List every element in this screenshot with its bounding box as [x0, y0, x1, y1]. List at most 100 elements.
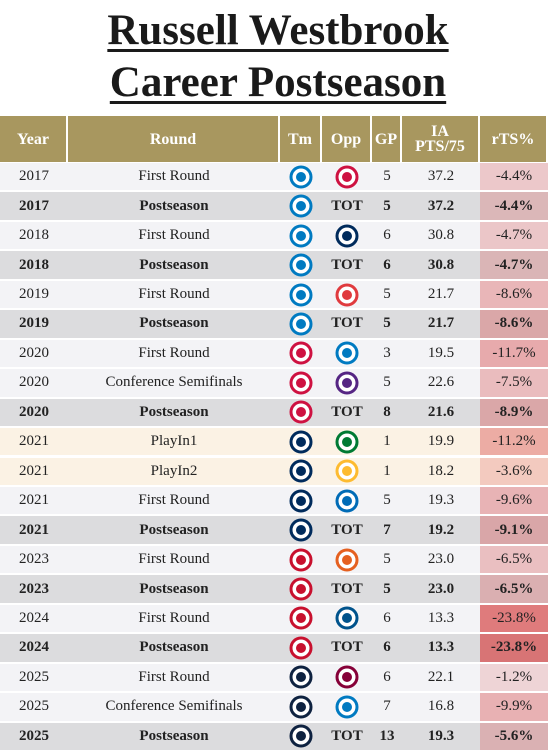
table-cell: First Round [138, 551, 210, 568]
opponent-logo [335, 695, 359, 719]
table-row [0, 398, 548, 429]
table-cell: -9.1% [480, 516, 548, 544]
table-cell: 2021 [19, 462, 49, 479]
table-cell: 5 [383, 374, 391, 391]
table-cell: Postseason [139, 315, 209, 332]
column-header: Year [0, 116, 68, 162]
table-cell: -3.6% [480, 457, 548, 485]
table-cell: 5 [383, 551, 391, 568]
table-cell: 7 [383, 521, 391, 538]
column-header: Round [68, 116, 280, 162]
table-cell: TOT [331, 521, 363, 538]
team-logo [289, 577, 313, 601]
table-cell: First Round [138, 668, 210, 685]
table-cell: 5 [383, 197, 391, 214]
table-cell: 5 [383, 315, 391, 332]
table-cell: -4.4% [480, 163, 548, 191]
table-row [0, 428, 548, 458]
table-cell: Postseason [139, 639, 209, 656]
table-row [0, 251, 548, 281]
title-text: Russell Westbrook [107, 7, 449, 54]
table-row [0, 163, 548, 193]
team-logo [289, 459, 313, 483]
opponent-logo [335, 224, 359, 248]
table-cell: 19.5 [427, 344, 455, 361]
table-row [0, 604, 548, 635]
team-logo [289, 312, 313, 336]
title-text: Career Postseason [109, 59, 447, 106]
table-cell: -11.2% [480, 428, 548, 456]
table-cell: Postseason [139, 580, 209, 597]
team-logo [289, 636, 313, 660]
opponent-logo [335, 283, 359, 307]
table-cell: 30.8 [427, 256, 455, 273]
table-cell: 22.1 [427, 668, 455, 685]
table-cell: -6.5% [480, 545, 548, 574]
column-header: GP [372, 116, 402, 162]
table-cell: 2017 [19, 168, 49, 185]
table-cell: 2019 [19, 315, 49, 332]
table-cell: 19.3 [427, 727, 455, 744]
table-cell: 2018 [19, 227, 49, 244]
table-cell: 8 [383, 403, 391, 420]
table-row [0, 634, 548, 664]
table-row [0, 693, 548, 723]
table-cell: First Round [138, 168, 210, 185]
table-cell: First Round [138, 286, 210, 303]
team-logo [289, 724, 313, 748]
table-cell: -23.8% [480, 634, 548, 662]
table-row [0, 369, 548, 399]
team-logo [289, 194, 313, 218]
table-row [0, 486, 548, 517]
table-cell: 21.6 [427, 403, 455, 420]
table-cell: 5 [383, 286, 391, 303]
table-cell: 5 [383, 168, 391, 185]
opponent-logo [335, 606, 359, 630]
table-cell: TOT [331, 315, 363, 332]
table-row [0, 575, 548, 605]
table-cell: -8.9% [480, 398, 548, 427]
team-logo [289, 665, 313, 689]
table-cell: 1 [383, 462, 391, 479]
table-cell: -4.4% [480, 192, 548, 220]
table-cell: 2018 [19, 256, 49, 273]
table-cell: 2021 [19, 492, 49, 509]
table-cell: 2020 [19, 403, 49, 420]
table-cell: TOT [331, 580, 363, 597]
opponent-logo [335, 548, 359, 572]
table-cell: 16.8 [427, 698, 455, 715]
table-cell: Postseason [139, 256, 209, 273]
column-header: IA PTS/75 [402, 116, 480, 162]
table-cell: 19.9 [427, 433, 455, 450]
table-cell: -4.7% [480, 221, 548, 250]
title-line: Russell Westbrook [0, 6, 556, 56]
table-cell: 2019 [19, 286, 49, 303]
table-cell: 3 [383, 344, 391, 361]
table-cell: 2017 [19, 197, 49, 214]
table-row [0, 722, 548, 752]
team-logo [289, 165, 313, 189]
table-cell: 1 [383, 433, 391, 450]
table-cell: -5.6% [480, 722, 548, 750]
opponent-logo [335, 489, 359, 513]
table-cell: 6 [383, 256, 391, 273]
table-cell: PlayIn2 [150, 462, 198, 479]
table-cell: TOT [331, 403, 363, 420]
table-cell: -9.6% [480, 486, 548, 515]
table-cell: -11.7% [480, 339, 548, 368]
column-header: Opp [322, 116, 372, 162]
table-cell: 6 [383, 227, 391, 244]
opponent-logo [335, 165, 359, 189]
table-cell: 2025 [19, 668, 49, 685]
table-cell: -8.6% [480, 310, 548, 338]
table-row [0, 339, 548, 370]
table-cell: First Round [138, 227, 210, 244]
opponent-logo [335, 371, 359, 395]
table-cell: 37.2 [427, 168, 455, 185]
title-line: Career Postseason [0, 58, 556, 108]
table-cell: 23.0 [427, 580, 455, 597]
table-cell: 22.6 [427, 374, 455, 391]
table-row [0, 457, 548, 487]
table-cell: 2021 [19, 521, 49, 538]
table-cell: 37.2 [427, 197, 455, 214]
